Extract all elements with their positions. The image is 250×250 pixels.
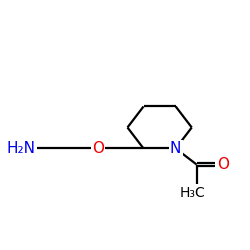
Text: H₃C: H₃C	[179, 186, 205, 200]
Text: N: N	[170, 141, 181, 156]
Text: H₂N: H₂N	[7, 141, 36, 156]
Text: O: O	[92, 141, 104, 156]
Text: O: O	[217, 157, 229, 172]
